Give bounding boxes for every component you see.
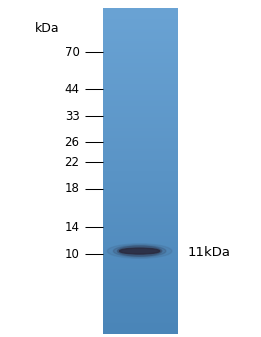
Text: 70: 70	[65, 46, 80, 59]
Text: 22: 22	[65, 156, 80, 169]
Text: kDa: kDa	[35, 22, 59, 35]
Text: 18: 18	[65, 182, 80, 195]
Text: 10: 10	[65, 248, 80, 261]
Ellipse shape	[117, 246, 162, 256]
Ellipse shape	[107, 244, 172, 258]
Text: 26: 26	[65, 136, 80, 149]
Text: 11kDa: 11kDa	[188, 246, 231, 258]
Text: 33: 33	[65, 110, 80, 123]
Text: 14: 14	[65, 221, 80, 234]
Text: 44: 44	[65, 83, 80, 96]
Ellipse shape	[120, 248, 160, 254]
Ellipse shape	[113, 245, 166, 257]
